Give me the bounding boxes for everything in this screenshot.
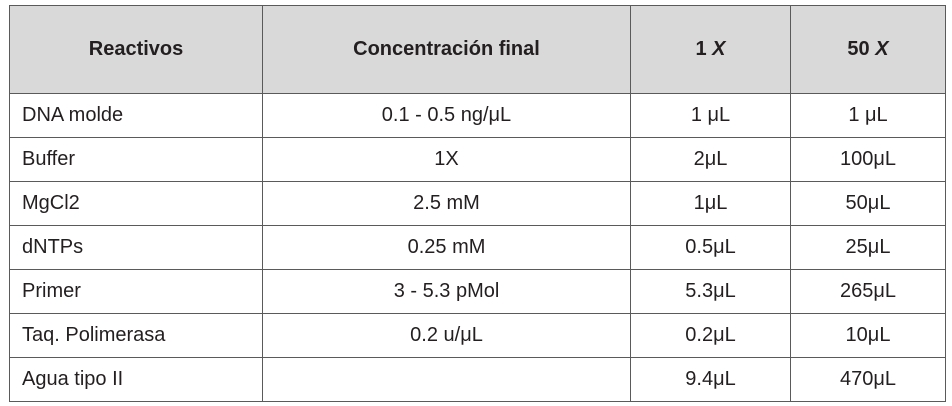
table-row: Buffer 1X 2μL 100μL — [9, 137, 946, 182]
header-number: 1 — [695, 38, 707, 60]
cell: 25μL — [790, 225, 946, 270]
cell: 1μL — [630, 181, 791, 226]
header-cell: 50 X — [790, 5, 946, 94]
cell: 1 μL — [790, 93, 946, 138]
header-cell: 1 X — [630, 5, 791, 94]
cell: 100μL — [790, 137, 946, 182]
table-row: MgCl2 2.5 mM 1μL 50μL — [9, 181, 946, 226]
cell: 9.4μL — [630, 357, 791, 402]
reagent-name: Primer — [9, 269, 263, 314]
cell: 470μL — [790, 357, 946, 402]
header-number: 50 — [847, 38, 870, 60]
reagent-name: Buffer — [9, 137, 263, 182]
reagent-name: Taq. Polimerasa — [9, 313, 263, 358]
cell: 265μL — [790, 269, 946, 314]
cell: 3 - 5.3 pMol — [262, 269, 631, 314]
cell: 50μL — [790, 181, 946, 226]
cell: 5.3μL — [630, 269, 791, 314]
cell: 0.25 mM — [262, 225, 631, 270]
reagent-name: Agua tipo II — [9, 357, 263, 402]
table-row: Agua tipo II 9.4μL 470μL — [9, 357, 946, 402]
cell: 0.5μL — [630, 225, 791, 270]
header-unit: X — [875, 38, 889, 60]
table-head: Reactivos Concentración final 1 X 50 X — [9, 5, 946, 94]
header-row: Reactivos Concentración final 1 X 50 X — [9, 5, 946, 94]
cell: 1 μL — [630, 93, 791, 138]
table-row: dNTPs 0.25 mM 0.5μL 25μL — [9, 225, 946, 270]
table-row: DNA molde 0.1 - 0.5 ng/μL 1 μL 1 μL — [9, 93, 946, 138]
header-unit: X — [712, 38, 726, 60]
reagent-table: Reactivos Concentración final 1 X 50 X DNA … — [9, 5, 946, 402]
reagent-name: DNA molde — [9, 93, 263, 138]
cell: 0.2 u/μL — [262, 313, 631, 358]
cell: 1X — [262, 137, 631, 182]
cell: 2μL — [630, 137, 791, 182]
cell: 10μL — [790, 313, 946, 358]
reagent-name: MgCl2 — [9, 181, 263, 226]
table-row: Primer 3 - 5.3 pMol 5.3μL 265μL — [9, 269, 946, 314]
cell — [262, 357, 631, 402]
reagent-name: dNTPs — [9, 225, 263, 270]
table-body: DNA molde 0.1 - 0.5 ng/μL 1 μL 1 μL Buffer 1X… — [9, 93, 946, 402]
cell: 0.2μL — [630, 313, 791, 358]
cell: 0.1 - 0.5 ng/μL — [262, 93, 631, 138]
table-row: Taq. Polimerasa 0.2 u/μL 0.2μL 10μL — [9, 313, 946, 358]
header-cell: Concentración final — [262, 5, 631, 94]
header-cell: Reactivos — [9, 5, 263, 94]
cell: 2.5 mM — [262, 181, 631, 226]
